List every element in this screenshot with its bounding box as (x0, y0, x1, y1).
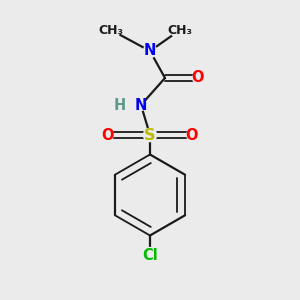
Text: S: S (144, 128, 156, 142)
Circle shape (193, 73, 203, 83)
Circle shape (103, 130, 113, 140)
Text: N: N (135, 98, 147, 112)
Circle shape (143, 128, 157, 142)
Text: CH₃: CH₃ (98, 23, 124, 37)
Text: O: O (102, 128, 114, 142)
Circle shape (187, 130, 197, 140)
Text: CH₃: CH₃ (167, 23, 193, 37)
Circle shape (102, 21, 120, 39)
Circle shape (115, 100, 125, 110)
Text: Cl: Cl (142, 248, 158, 262)
Text: N: N (144, 44, 156, 59)
Text: H: H (114, 98, 126, 112)
Circle shape (136, 100, 146, 110)
Circle shape (142, 248, 158, 262)
Text: O: O (192, 70, 204, 86)
Circle shape (143, 44, 157, 58)
Text: O: O (186, 128, 198, 142)
Circle shape (171, 21, 189, 39)
